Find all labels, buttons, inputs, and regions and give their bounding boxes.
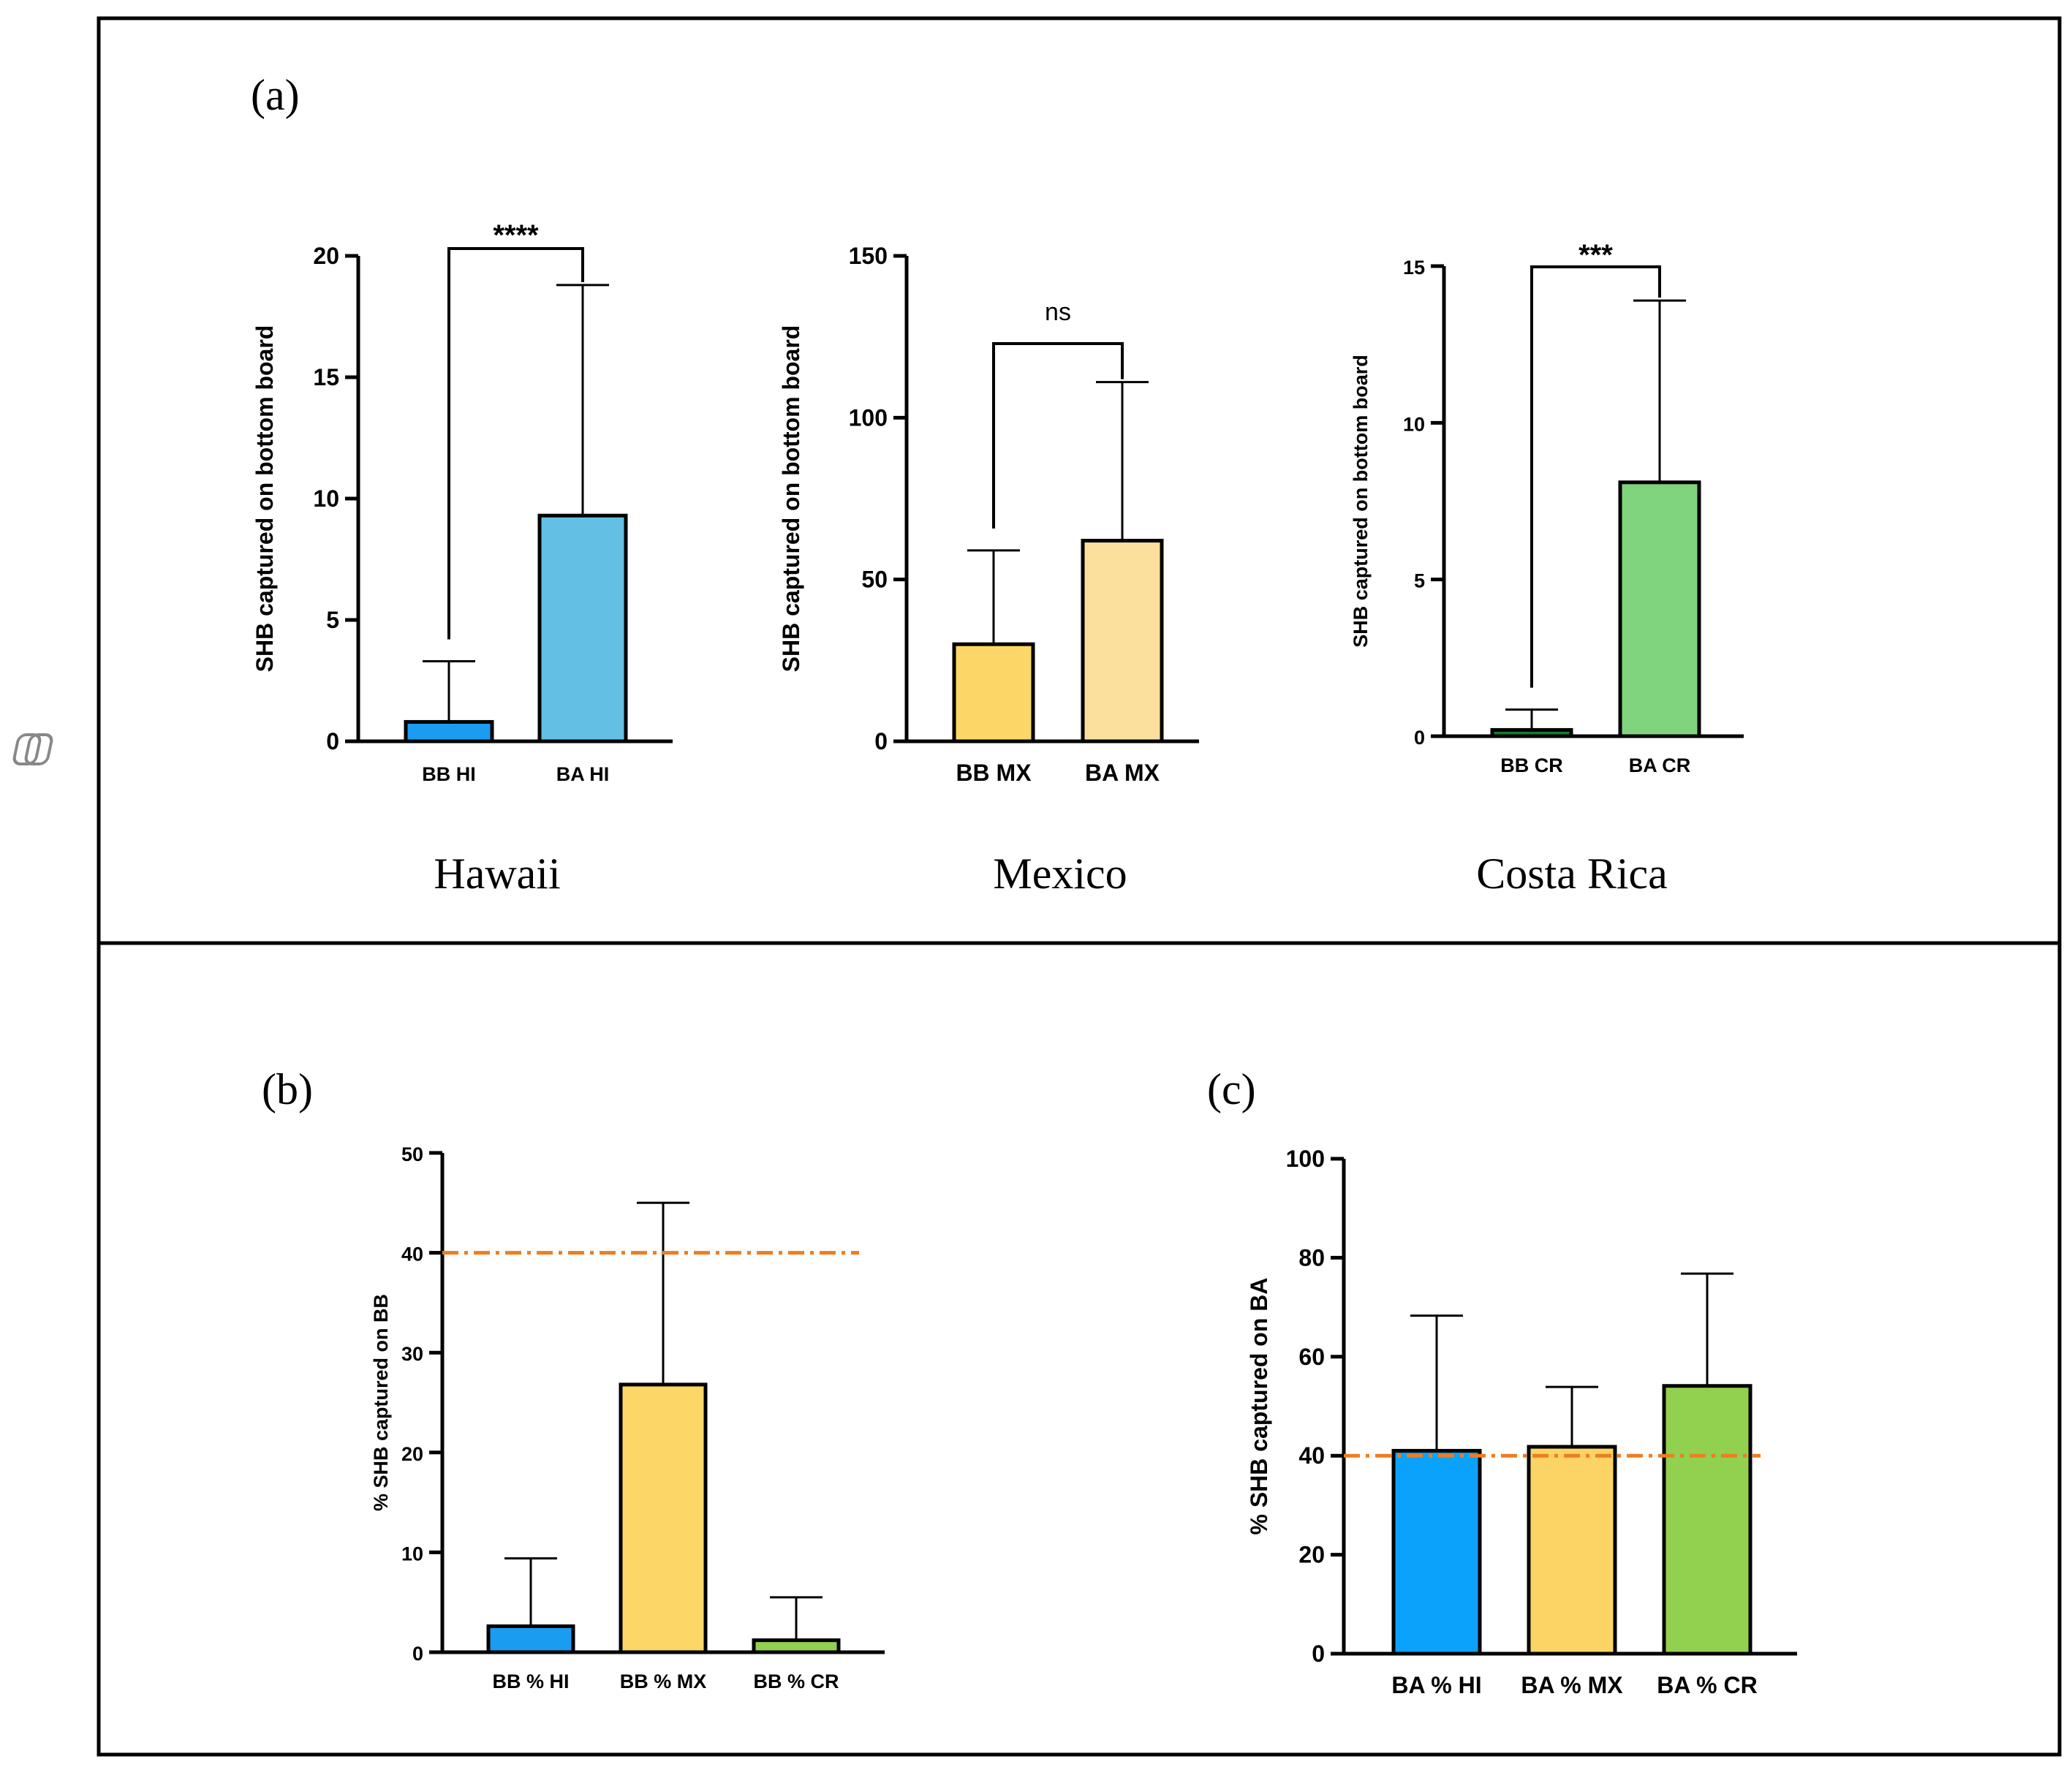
y-tick-label: 20: [1298, 1542, 1325, 1568]
bar: [1490, 727, 1573, 738]
y-tick-label: 100: [1286, 1146, 1325, 1172]
y-tick-label: 10: [313, 485, 339, 512]
x-tick-label: BB % MX: [620, 1670, 707, 1692]
y-tick-label: 10: [1403, 413, 1425, 435]
x-tick-label: BA % MX: [1521, 1672, 1623, 1698]
y-axis-label: % SHB captured on BA: [1246, 1277, 1272, 1535]
x-tick-label: BB HI: [422, 763, 476, 785]
x-tick-label: BB MX: [956, 760, 1032, 786]
y-tick-label: 80: [1298, 1244, 1325, 1271]
bar: [1391, 1448, 1482, 1656]
chart-mexico: 0 50 100 150 SHB captured on bottom board BB …: [778, 243, 1199, 898]
y-tick-label: 0: [1312, 1641, 1325, 1667]
significance-bracket: [992, 342, 1124, 529]
significance-label: ns: [1045, 298, 1071, 326]
y-tick-label: 15: [313, 364, 339, 390]
bar: [486, 1624, 575, 1654]
y-tick-label: 0: [412, 1643, 423, 1665]
bar: [752, 1638, 841, 1654]
y-axis-label: SHB captured on bottom board: [1350, 355, 1372, 648]
y-axis-label: SHB captured on bottom board: [778, 325, 804, 673]
y-axis-label: SHB captured on bottom board: [252, 325, 278, 673]
charts-container: 0 5 10 15 20 SHB captured on bottom board BB H…: [252, 219, 1797, 1698]
y-tick-label: 50: [861, 567, 888, 593]
bar: [1662, 1384, 1752, 1656]
panel-a-frame: [97, 16, 2062, 945]
chart-panel_b: 0 10 20 30 40 50 % SHB captured on BB BB % HI BB…: [370, 1143, 885, 1692]
region-label: Mexico: [993, 850, 1127, 898]
significance-bracket: [1530, 265, 1661, 688]
bar: [537, 513, 628, 743]
significance-label: ****: [493, 219, 539, 251]
y-tick-label: 20: [401, 1443, 423, 1465]
region-label: Costa Rica: [1476, 850, 1668, 898]
bar: [619, 1382, 708, 1654]
y-tick-label: 100: [849, 404, 888, 431]
panel-b-label: (b): [262, 1065, 313, 1113]
y-tick-label: 20: [313, 243, 339, 269]
x-tick-label: BA % HI: [1391, 1672, 1481, 1698]
bar: [1618, 480, 1701, 738]
y-tick-label: 150: [849, 243, 888, 269]
panel-bc-frame: [97, 941, 2062, 1757]
region-label: Hawaii: [434, 850, 560, 898]
bar: [1081, 539, 1164, 743]
significance-label: ***: [1578, 239, 1613, 271]
x-tick-label: BA % CR: [1657, 1672, 1757, 1698]
copilot-icon: [12, 733, 53, 765]
y-tick-label: 60: [1298, 1344, 1325, 1370]
x-tick-label: BB % HI: [492, 1670, 569, 1692]
y-tick-label: 5: [326, 607, 339, 633]
y-tick-label: 40: [1298, 1442, 1325, 1469]
y-tick-label: 30: [401, 1343, 423, 1365]
bar: [952, 642, 1035, 743]
bar: [404, 719, 494, 743]
bar: [1527, 1445, 1617, 1656]
x-tick-label: BA HI: [556, 763, 610, 785]
y-tick-label: 10: [401, 1543, 423, 1564]
significance-bracket: [447, 247, 584, 640]
chart-hawaii: 0 5 10 15 20 SHB captured on bottom board BB H…: [252, 219, 673, 898]
y-tick-label: 5: [1414, 570, 1425, 592]
y-tick-label: 0: [1414, 727, 1425, 749]
y-axis-label: % SHB captured on BB: [370, 1294, 392, 1511]
panel-a-label: (a): [251, 71, 300, 119]
y-tick-label: 15: [1403, 257, 1425, 279]
y-tick-label: 50: [401, 1143, 423, 1165]
x-tick-label: BA MX: [1085, 760, 1160, 786]
y-tick-label: 0: [874, 728, 888, 754]
chart-panel_c: 0 20 40 60 80 100 % SHB captured on BA BA % HI B…: [1246, 1146, 1797, 1698]
x-tick-label: BB % CR: [753, 1670, 839, 1692]
panel-c-label: (c): [1207, 1065, 1256, 1113]
x-tick-label: BB CR: [1500, 754, 1563, 776]
y-tick-label: 40: [401, 1244, 423, 1265]
x-tick-label: BA CR: [1629, 754, 1691, 776]
chart-costa_rica: 0 5 10 15 SHB captured on bottom board BB CR B…: [1350, 239, 1744, 898]
y-tick-label: 0: [326, 728, 339, 754]
